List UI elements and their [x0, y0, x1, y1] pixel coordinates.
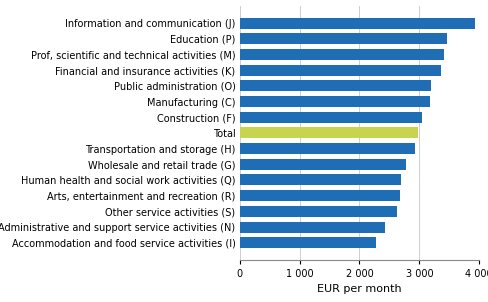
Bar [239, 49, 444, 60]
Bar [239, 159, 406, 170]
Bar [239, 112, 422, 123]
Bar [239, 18, 474, 29]
Bar [239, 143, 414, 154]
Bar [239, 80, 430, 91]
Bar [239, 190, 399, 201]
Bar [239, 206, 396, 217]
Bar [239, 175, 401, 185]
X-axis label: EUR per month: EUR per month [316, 284, 401, 294]
Bar [239, 65, 441, 76]
Bar [239, 127, 417, 138]
Bar [239, 222, 384, 233]
Bar [239, 237, 375, 248]
Bar [239, 33, 447, 44]
Bar [239, 96, 428, 107]
